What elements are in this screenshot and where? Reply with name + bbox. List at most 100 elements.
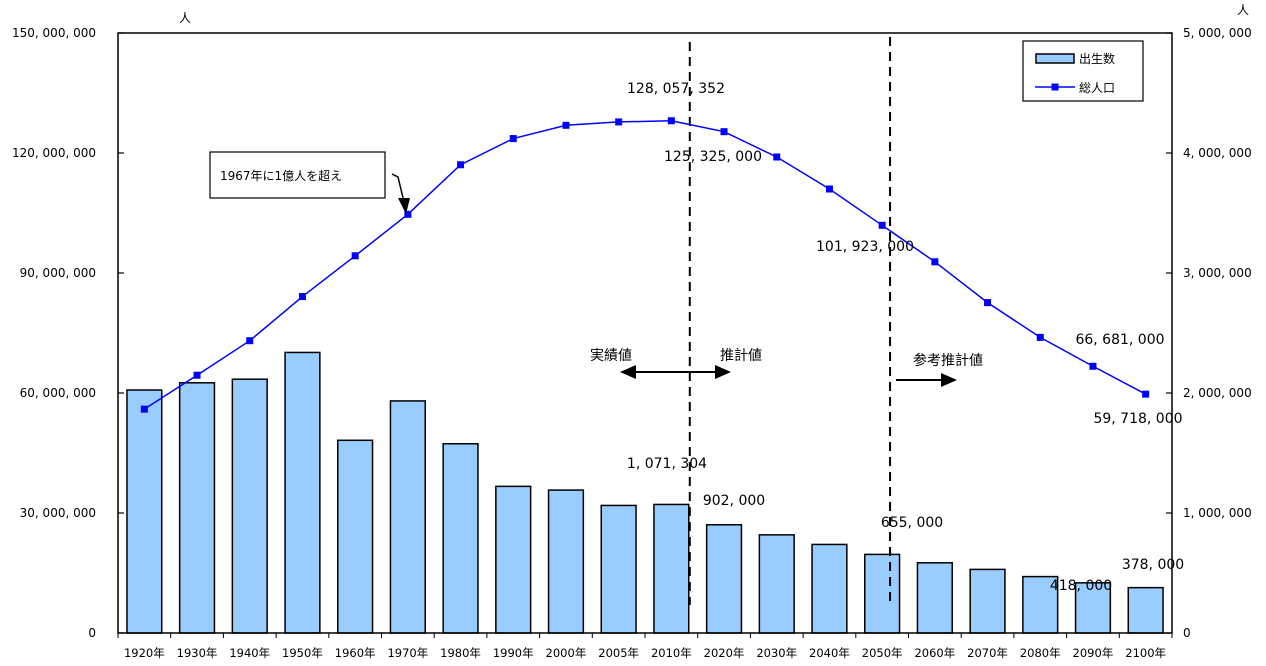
legend-marker-population — [1051, 83, 1059, 91]
bar-1930年 — [178, 382, 216, 634]
reference-arrow-head — [941, 373, 957, 387]
label-estimate: 推計値 — [720, 348, 762, 364]
population-line — [143, 120, 1147, 410]
population-point-1960年 — [351, 252, 359, 260]
x-tick-label: 2020年 — [704, 646, 745, 660]
x-tick-label: 2000年 — [546, 646, 587, 660]
legend-box — [1022, 40, 1144, 102]
callout-box — [209, 151, 386, 199]
region-arrow-right-head — [715, 365, 731, 379]
population-point-1980年 — [457, 161, 465, 169]
right-tick-label: 2, 000, 000 — [1183, 386, 1252, 400]
bar-2060年 — [916, 562, 953, 634]
axes-layer: 0 30, 000, 000 60, 000, 000 90, 000, 000 120… — [12, 3, 1252, 660]
x-tick-label: 2070年 — [967, 646, 1008, 660]
x-tick-label: 2040年 — [809, 646, 850, 660]
callout-arrow-head — [398, 198, 410, 214]
x-tick-label: 1960年 — [335, 646, 376, 660]
left-tick-label: 120, 000, 000 — [12, 146, 96, 160]
x-tick-label: 2050年 — [862, 646, 903, 660]
bar-1920年 — [126, 389, 163, 634]
left-tick-label: 0 — [88, 626, 96, 640]
legend-label-births: 出生数 — [1079, 51, 1115, 66]
region-arrow-left-head — [620, 365, 636, 379]
bar-1990年 — [495, 485, 532, 634]
population-point-2005年 — [615, 118, 623, 126]
bar-2030年 — [758, 534, 795, 634]
population-point-2030年 — [773, 153, 781, 161]
label-reference-estimate: 参考推計値 — [913, 352, 983, 369]
population-point-2060年 — [931, 258, 939, 266]
births-data-label: 1, 071, 304 — [627, 456, 707, 472]
legend-label-population: 総人口 — [1079, 81, 1115, 95]
population-data-label: 101, 923, 000 — [816, 239, 914, 255]
bar-2005年 — [600, 504, 637, 634]
x-tick-label: 2080年 — [1020, 646, 1061, 660]
x-tick-label: 2030年 — [756, 646, 797, 660]
population-data-label: 66, 681, 000 — [1075, 332, 1164, 348]
x-tick-label: 2010年 — [651, 646, 692, 660]
legend-swatch-births — [1035, 53, 1075, 64]
x-tick-label: 1990年 — [493, 646, 534, 660]
bar-2080年 — [1022, 575, 1059, 634]
guides-layer — [688, 37, 892, 605]
population-point-1950年 — [298, 293, 306, 301]
x-tick-label: 2060年 — [914, 646, 955, 660]
left-tick-label: 90, 000, 000 — [20, 266, 96, 280]
population-point-2020年 — [720, 128, 728, 136]
bar-2050年 — [864, 553, 901, 634]
line-layer — [140, 117, 1150, 413]
bar-2100年 — [1127, 586, 1164, 634]
population-point-2100年 — [1142, 390, 1150, 398]
x-tick-label: 1970年 — [387, 646, 428, 660]
population-point-1990年 — [509, 135, 517, 143]
population-data-label: 128, 057, 352 — [627, 81, 725, 97]
bar-1940年 — [231, 378, 268, 634]
population-point-1970年 — [404, 210, 412, 218]
right-tick-label: 4, 000, 000 — [1183, 146, 1252, 160]
x-tick-label: 2100年 — [1125, 646, 1166, 660]
population-point-1940年 — [246, 337, 254, 345]
population-point-2040年 — [825, 185, 833, 193]
x-tick-label: 1950年 — [282, 646, 323, 660]
bar-1970年 — [389, 400, 426, 634]
population-point-2070年 — [984, 299, 992, 307]
right-tick-label: 0 — [1183, 626, 1191, 640]
x-tick-label: 2090年 — [1073, 646, 1114, 660]
bar-2040年 — [811, 543, 848, 634]
callout-text-1967: 1967年に1億人を超え — [220, 168, 342, 183]
x-tick-label: 1920年 — [124, 646, 165, 660]
population-data-label: 125, 325, 000 — [664, 149, 762, 165]
left-tick-label: 150, 000, 000 — [12, 26, 96, 40]
x-tick-label: 1930年 — [177, 646, 218, 660]
left-tick-label: 30, 000, 000 — [20, 506, 96, 520]
births-data-label: 902, 000 — [703, 493, 765, 509]
bar-2020年 — [705, 524, 743, 634]
bar-2070年 — [969, 568, 1006, 634]
label-actual: 実績値 — [590, 348, 632, 364]
population-point-2090年 — [1089, 362, 1097, 370]
births-data-label: 418, 000 — [1050, 578, 1112, 594]
population-point-1930年 — [193, 371, 201, 379]
bar-1960年 — [337, 439, 374, 634]
bar-2000年 — [547, 489, 585, 634]
population-point-1920年 — [140, 405, 148, 413]
bars-layer — [126, 351, 1164, 634]
population-point-2050年 — [878, 221, 886, 229]
left-tick-label: 60, 000, 000 — [20, 386, 96, 400]
population-data-label: 59, 718, 000 — [1093, 411, 1182, 427]
population-point-2000年 — [562, 121, 570, 129]
right-tick-label: 3, 000, 000 — [1183, 266, 1252, 280]
plot-frame — [117, 32, 1173, 634]
population-point-2010年 — [667, 117, 675, 125]
x-tick-label: 1940年 — [229, 646, 270, 660]
x-tick-label: 2005年 — [598, 646, 639, 660]
right-axis-unit: 人 — [1237, 3, 1249, 17]
population-point-2080年 — [1036, 333, 1044, 341]
bar-1950年 — [284, 351, 321, 634]
bar-2010年 — [653, 503, 690, 634]
right-tick-label: 5, 000, 000 — [1183, 26, 1252, 40]
